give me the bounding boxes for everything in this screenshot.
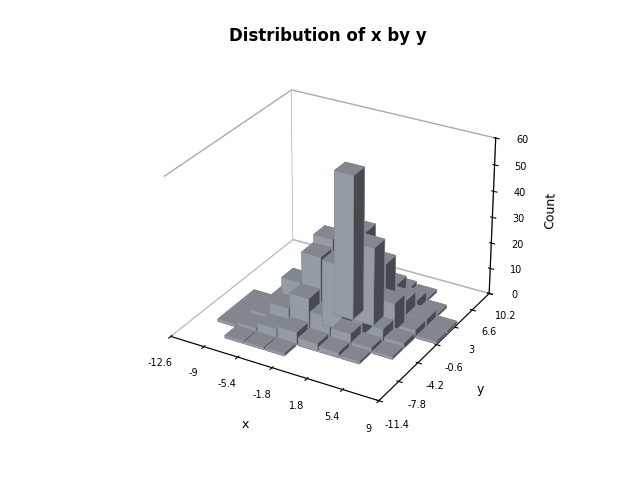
X-axis label: x: x <box>242 418 250 431</box>
Title: Distribution of x by y: Distribution of x by y <box>229 27 427 45</box>
Y-axis label: y: y <box>477 384 484 396</box>
